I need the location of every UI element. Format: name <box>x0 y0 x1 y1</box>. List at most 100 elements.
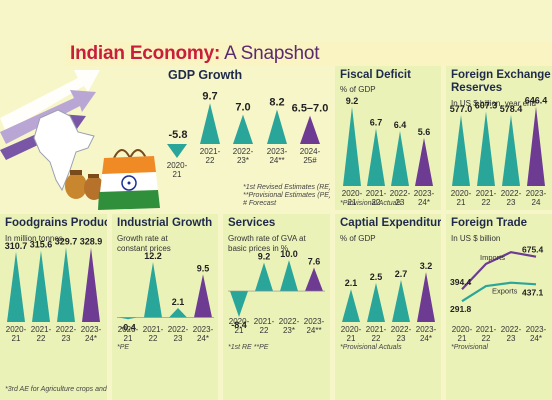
gdp-note-1: *1st Revised Estimates (RE) <box>243 184 330 191</box>
industrial-title: Industrial Growth <box>117 217 213 229</box>
industrial-note: *PE <box>117 344 130 351</box>
forex-tick-label-3-year: 24 <box>532 198 541 207</box>
trade-note: *Provisional <box>451 344 488 351</box>
foodgrains-bar-1 <box>32 250 50 322</box>
foodgrains-note: *3rd AE for Agriculture crops and <box>5 386 107 393</box>
capex-subtitle: % of GDP <box>340 234 376 243</box>
trade-tick-label-3-year: 24* <box>530 334 542 343</box>
fiscal-tick-label-2: 2022- <box>390 189 411 198</box>
foodgrains-tick-label-3-year: 24* <box>85 334 97 343</box>
fiscal-tick-label-3-year: 24* <box>418 198 430 207</box>
forex-tick-label-0: 2020- <box>451 189 472 198</box>
trade-imports-last-label: 675.4 <box>522 245 544 255</box>
gdp-bar-4 <box>300 115 320 144</box>
gdp-bar-3 <box>267 109 287 144</box>
fiscal-value-label-2: 6.4 <box>394 120 407 130</box>
foodgrains-panel: Foodgrains Production In million tonnes … <box>0 214 107 400</box>
industrial-tick-label-2-year: 23 <box>174 334 183 343</box>
industrial-bar-3 <box>194 274 212 318</box>
services-tick-label-0-year: 21 <box>235 326 244 335</box>
fiscal-tick-label-0: 2020- <box>342 189 363 198</box>
services-tick-label-2: 2022- <box>279 317 300 326</box>
forex-subtitle: In US $ billion, year end <box>451 99 536 108</box>
services-panel: Services Growth rate of GVA at basic pri… <box>223 214 330 400</box>
capex-tick-label-3: 2023- <box>416 325 437 334</box>
fiscal-tick-label-1-year: 22 <box>372 198 381 207</box>
services-subtitle: Growth rate of GVA at basic prices in % <box>228 234 306 253</box>
forex-chart: 577.0 2020-21 607.3 2021-22 578.4 2022-23 646.… <box>450 96 548 207</box>
capex-value-label-1: 2.5 <box>370 272 383 282</box>
services-tick-label-3: 2023- <box>304 317 325 326</box>
forex-tick-label-0-year: 21 <box>457 198 466 207</box>
capex-tick-label-0-year: 21 <box>347 334 356 343</box>
trade-legend-imports: Imports <box>480 253 505 262</box>
industrial-bar-2 <box>169 307 187 318</box>
forex-tick-label-1: 2021- <box>476 189 497 198</box>
fiscal-tick-label-1: 2021- <box>366 189 387 198</box>
foodgrains-tick-label-0-year: 21 <box>12 334 21 343</box>
fiscal-title: Fiscal Deficit <box>340 69 411 81</box>
foodgrains-tick-label-2-year: 23 <box>62 334 71 343</box>
capex-tick-label-1-year: 22 <box>372 334 381 343</box>
title-bar <box>66 42 552 66</box>
capex-panel: Captial Expenditure % of GDP *Provisiona… <box>335 214 441 400</box>
gdp-bar-2 <box>233 114 253 144</box>
fiscal-subtitle: % of GDP <box>340 85 376 94</box>
foodgrains-chart: 310.7 2020-21 315.6 2021-22 329.7 2022-23 328.… <box>5 236 103 343</box>
gdp-value-label-2: 7.0 <box>235 102 250 114</box>
trade-tick-label-1: 2021- <box>476 325 497 334</box>
trade-exports-first-label: 291.8 <box>450 304 472 314</box>
services-tick-label-0: 2020- <box>229 317 250 326</box>
foodgrains-title: Foodgrains Production <box>5 217 107 229</box>
trade-subtitle: In US $ billion <box>451 234 501 243</box>
fiscal-bar-2 <box>391 130 409 186</box>
services-bar-1 <box>255 262 273 292</box>
indian-flag-icon <box>121 175 137 191</box>
industrial-tick-label-2: 2022- <box>168 325 189 334</box>
trade-title: Foreign Trade <box>451 217 528 229</box>
services-tick-label-2-year: 23* <box>283 326 295 335</box>
forex-bar-3 <box>527 106 545 186</box>
industrial-value-label-3: 9.5 <box>197 263 210 273</box>
forex-bar-1 <box>477 111 495 186</box>
forex-tick-label-1-year: 22 <box>482 198 491 207</box>
capex-title: Captial Expenditure <box>340 217 441 229</box>
fiscal-value-label-3: 5.6 <box>418 127 431 137</box>
fiscal-bar-1 <box>367 128 385 186</box>
forex-tick-label-3: 2023- <box>526 189 547 198</box>
industrial-panel: Industrial Growth Growth rate at constan… <box>112 214 218 400</box>
industrial-subtitle: Growth rate at constant prices <box>117 234 171 253</box>
forex-value-label-0: 577.0 <box>450 104 473 114</box>
fiscal-value-label-1: 6.7 <box>370 117 383 127</box>
gdp-panel: GDP Growth *1st Revised Estimates (RE) *… <box>165 66 330 210</box>
industrial-value-label-0: -0.4 <box>120 322 136 332</box>
foodgrains-tick-label-3: 2023- <box>81 325 102 334</box>
forex-tick-label-2-year: 23 <box>507 198 516 207</box>
foodgrains-tick-label-1: 2021- <box>31 325 52 334</box>
gdp-value-label-0: -5.8 <box>169 129 188 141</box>
gdp-tick-label-4: 2024- <box>300 147 321 156</box>
gdp-tick-label-4-year: 25# <box>303 156 317 165</box>
foodgrains-value-label-2: 329.7 <box>55 236 78 246</box>
gdp-value-label-1: 9.7 <box>202 90 217 102</box>
fiscal-chart: 9.2 2020-21 6.7 2021-22 6.4 2022-23 5.6 2023-24… <box>342 96 435 207</box>
capex-chart: 2.1 2020-21 2.5 2021-22 2.7 2022-23 3.2 2023-24… <box>341 261 437 343</box>
foodgrains-value-label-0: 310.7 <box>5 241 28 251</box>
fiscal-note: *Provisional Actuals <box>340 200 402 207</box>
trade-tick-label-2: 2022- <box>501 325 522 334</box>
forex-value-label-2: 578.4 <box>500 104 523 114</box>
industrial-tick-label-1-year: 22 <box>149 334 158 343</box>
foodgrains-value-label-1: 315.6 <box>30 240 53 250</box>
services-bar-0 <box>230 291 248 318</box>
trade-tick-label-0-year: 21 <box>458 334 467 343</box>
services-note: *1st RE **PE <box>228 344 269 351</box>
fiscal-panel: Fiscal Deficit % of GDP *Provisional Act… <box>335 66 441 210</box>
gdp-note-3: # Forecast <box>243 200 277 207</box>
forex-value-label-1: 607.3 <box>475 100 498 110</box>
trade-tick-label-0: 2020- <box>452 325 473 334</box>
industrial-bar-1 <box>144 262 162 318</box>
gdp-bar-0 <box>167 144 187 158</box>
services-bar-3 <box>305 267 323 292</box>
india-map-icon <box>33 109 95 192</box>
gdp-note-2: **Provisional Estimates (PE) <box>243 192 330 199</box>
